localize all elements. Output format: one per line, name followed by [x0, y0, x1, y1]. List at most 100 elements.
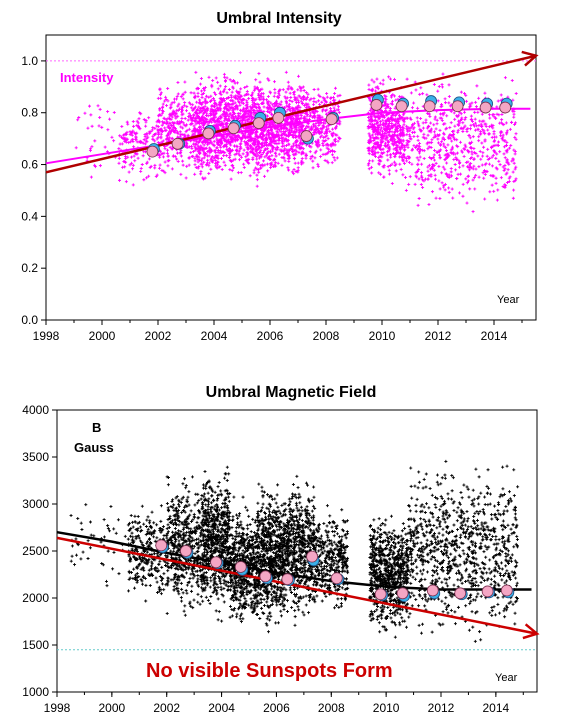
data-point	[140, 504, 144, 508]
data-point	[434, 177, 438, 181]
data-point	[169, 549, 173, 553]
data-point	[180, 511, 184, 515]
data-point	[199, 121, 203, 125]
average-marker-pink	[171, 137, 184, 150]
data-point	[199, 145, 203, 149]
data-point	[432, 153, 436, 157]
data-point	[146, 530, 150, 534]
data-point	[230, 139, 234, 143]
data-point	[162, 116, 166, 120]
data-point	[505, 140, 509, 144]
data-point	[161, 155, 165, 159]
x-tick-label: 2010	[373, 701, 400, 715]
data-point	[312, 103, 316, 107]
data-point	[175, 157, 179, 161]
data-point	[212, 119, 216, 123]
data-point	[237, 92, 241, 96]
data-point	[98, 164, 102, 168]
data-point	[207, 75, 211, 79]
data-point	[173, 526, 177, 530]
data-point	[193, 105, 197, 109]
data-point	[192, 91, 196, 95]
data-point	[236, 171, 240, 175]
data-point	[302, 89, 306, 93]
data-point	[169, 103, 173, 107]
data-point	[190, 121, 194, 125]
data-point	[152, 535, 156, 539]
data-point	[214, 609, 218, 613]
data-point	[463, 110, 467, 114]
data-point	[332, 155, 336, 159]
data-point	[188, 577, 192, 581]
data-point	[215, 146, 219, 150]
data-point	[189, 114, 193, 118]
data-point	[212, 143, 216, 147]
data-point	[487, 162, 491, 166]
data-point	[426, 169, 430, 173]
data-point	[205, 107, 209, 111]
data-point	[123, 534, 127, 538]
data-point	[196, 147, 200, 151]
data-point	[199, 130, 203, 134]
data-point	[438, 128, 442, 132]
data-point	[296, 166, 300, 170]
data-point	[461, 164, 465, 168]
data-point	[112, 550, 116, 554]
data-point	[283, 159, 287, 163]
data-point	[436, 89, 440, 93]
y-tick-label: 3000	[22, 497, 49, 511]
data-point	[321, 152, 325, 156]
data-point	[171, 124, 175, 128]
data-point	[452, 158, 456, 162]
data-point	[406, 129, 410, 133]
data-point	[151, 126, 155, 130]
data-point	[374, 89, 378, 93]
data-point	[405, 133, 409, 137]
data-point	[232, 106, 236, 110]
data-point	[244, 110, 248, 114]
data-point	[216, 118, 220, 122]
data-point	[205, 100, 209, 104]
data-point	[506, 168, 510, 172]
data-point	[145, 161, 149, 165]
data-point	[158, 559, 162, 563]
data-point	[468, 127, 472, 131]
data-point	[251, 158, 255, 162]
data-point	[477, 165, 481, 169]
data-point	[139, 525, 143, 529]
data-point	[187, 115, 191, 119]
data-point	[81, 550, 85, 554]
data-point	[176, 92, 180, 96]
data-point	[160, 168, 164, 172]
data-point	[218, 91, 222, 95]
data-point	[126, 537, 130, 541]
data-point	[393, 77, 397, 81]
data-point	[73, 563, 77, 567]
data-point	[166, 116, 170, 120]
data-point	[477, 135, 481, 139]
data-point	[196, 166, 200, 170]
data-point	[421, 92, 425, 96]
data-point	[367, 152, 371, 156]
data-point	[337, 111, 341, 115]
data-point	[179, 172, 183, 176]
data-point	[144, 120, 148, 124]
data-point	[499, 93, 503, 97]
data-point	[172, 584, 176, 588]
data-point	[189, 106, 193, 110]
data-point	[432, 130, 436, 134]
data-point	[242, 148, 246, 152]
data-point	[172, 128, 176, 132]
average-marker-pink	[479, 101, 492, 114]
data-point	[435, 122, 439, 126]
data-point	[277, 141, 281, 145]
data-point	[199, 169, 203, 173]
data-point	[474, 167, 478, 171]
x-tick-label: 2006	[263, 701, 290, 715]
data-point	[202, 111, 206, 115]
data-point	[446, 143, 450, 147]
data-point	[135, 580, 139, 584]
data-point	[336, 105, 340, 109]
data-point	[138, 139, 142, 143]
data-point	[224, 143, 228, 147]
